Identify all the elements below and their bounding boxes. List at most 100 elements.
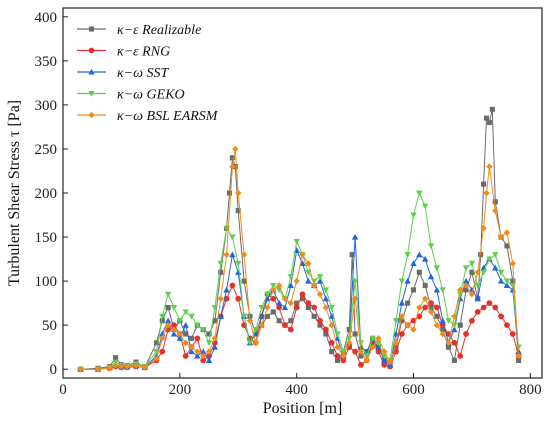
data-point [349, 252, 355, 258]
data-point [229, 155, 235, 161]
data-point [451, 326, 458, 333]
data-point [188, 335, 195, 341]
data-point [393, 344, 399, 350]
data-point [340, 349, 347, 355]
data-point [264, 304, 271, 311]
y-tick-label: 50 [42, 318, 57, 334]
data-point [369, 343, 376, 351]
data-point [404, 321, 411, 329]
data-point [205, 340, 213, 346]
x-tick-label: 600 [402, 382, 425, 398]
data-point [463, 287, 469, 293]
data-point [480, 304, 487, 311]
data-point [468, 291, 476, 298]
data-point [322, 287, 330, 294]
data-point [211, 304, 219, 311]
legend-swatch-marker [88, 68, 95, 75]
data-point [188, 313, 195, 320]
legend-swatch-marker [88, 26, 95, 32]
data-point [427, 308, 435, 316]
data-point [469, 317, 475, 324]
data-point [218, 269, 224, 275]
x-tick-label: 200 [169, 382, 192, 398]
data-point [182, 353, 189, 359]
data-point [481, 181, 487, 187]
x-tick-label: 0 [59, 382, 67, 398]
data-point [427, 243, 435, 250]
data-point [311, 313, 317, 319]
data-point [492, 252, 499, 258]
data-point [258, 313, 265, 319]
data-point [293, 304, 300, 311]
data-point [503, 278, 511, 285]
data-point [439, 317, 446, 324]
data-point [211, 343, 219, 350]
data-point [351, 295, 359, 302]
data-point [358, 361, 364, 368]
data-point [113, 355, 119, 361]
data-point [445, 318, 452, 324]
data-point [504, 243, 510, 249]
data-point [392, 318, 400, 324]
data-point [422, 282, 428, 289]
data-point [153, 340, 160, 346]
data-point [328, 304, 335, 311]
data-point [357, 348, 365, 355]
data-point [165, 304, 171, 311]
y-tick-label: 150 [35, 230, 58, 246]
data-point [188, 348, 195, 355]
legend-item: κ−ω BSL EARSM [77, 109, 219, 124]
data-point [141, 364, 148, 371]
data-point [416, 190, 423, 197]
data-point [510, 278, 516, 284]
data-point [205, 348, 213, 355]
legend-label: κ−ε Realizable [117, 23, 201, 38]
data-point [258, 304, 265, 311]
data-point [346, 335, 353, 342]
data-point [404, 277, 411, 284]
data-point [497, 269, 505, 276]
data-point [410, 326, 417, 333]
data-point [276, 304, 283, 311]
data-point [346, 326, 352, 333]
data-point [164, 291, 172, 298]
data-point [486, 119, 492, 126]
data-point [398, 299, 406, 306]
data-point [375, 343, 382, 350]
data-point [440, 326, 446, 333]
data-point [416, 304, 423, 311]
data-point [199, 326, 207, 333]
data-point [516, 357, 522, 363]
data-point [240, 251, 248, 258]
data-point [399, 318, 405, 324]
data-point [478, 252, 484, 258]
data-point [171, 322, 177, 329]
y-tick-label: 100 [35, 274, 58, 290]
data-point [421, 255, 429, 262]
y-tick-label: 400 [35, 10, 58, 26]
data-point [310, 282, 318, 289]
legend-label: κ−ω SST [117, 66, 170, 81]
legend-label: κ−ω GEKO [117, 88, 185, 103]
data-point [317, 322, 323, 328]
data-point [229, 282, 236, 289]
data-point [445, 344, 452, 350]
data-point [486, 300, 493, 306]
data-point [381, 361, 388, 368]
data-point [352, 348, 358, 355]
data-point [112, 362, 119, 369]
data-point [235, 260, 242, 267]
data-point [275, 282, 283, 289]
data-point [405, 300, 411, 306]
data-point [317, 317, 323, 324]
data-point [322, 295, 330, 302]
legend-swatch-marker [88, 47, 95, 54]
data-point [340, 357, 347, 364]
data-point [492, 199, 498, 205]
data-point [451, 313, 458, 320]
data-point [428, 300, 434, 306]
data-point [328, 321, 335, 329]
data-point [489, 106, 495, 112]
data-point [132, 362, 140, 369]
